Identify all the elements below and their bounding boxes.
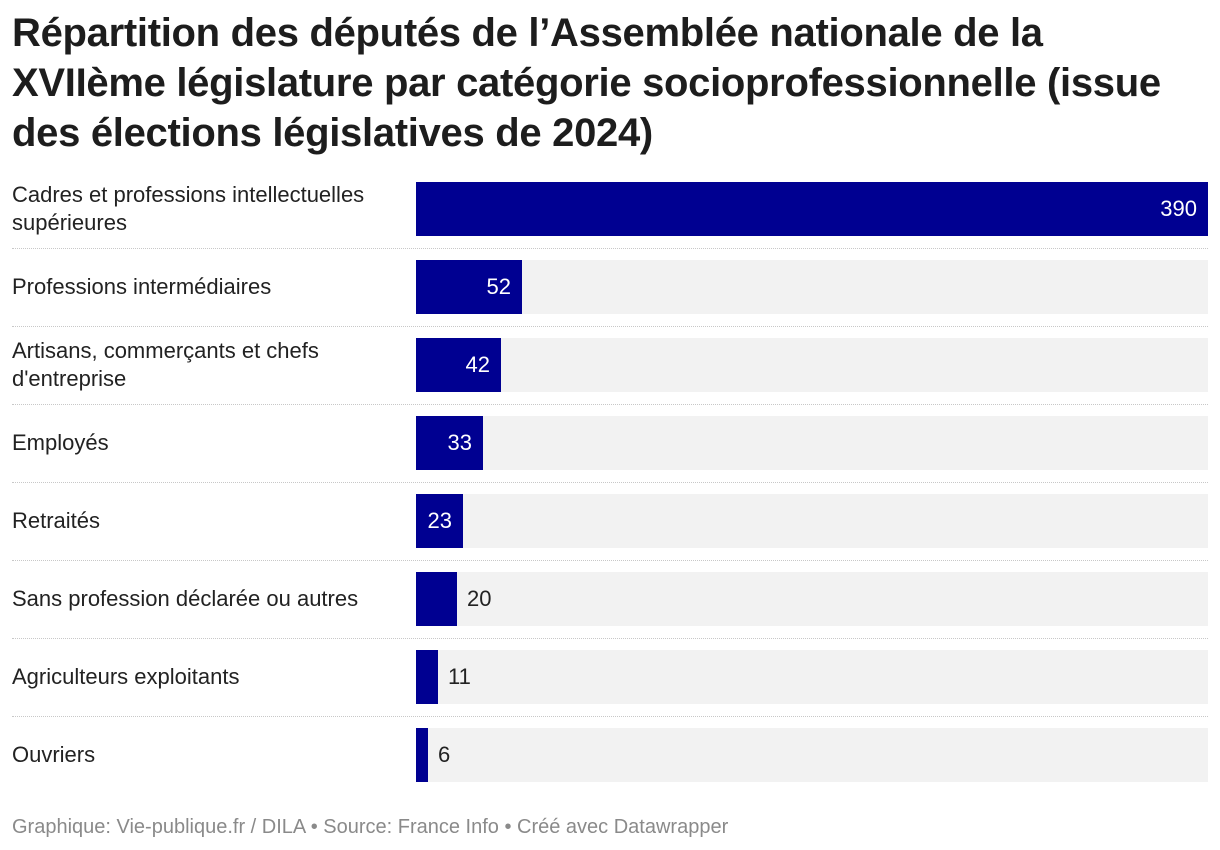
row-divider (12, 326, 1208, 327)
bar-row: Sans profession déclarée ou autres 20 (0, 570, 1220, 648)
bar (416, 416, 483, 470)
bar-row: Artisans, commerçants et chefs d'entrepr… (0, 336, 1220, 414)
bar-track: 390 (416, 182, 1208, 236)
bar-value-label: 20 (467, 586, 492, 611)
bar-track: 33 (416, 416, 1208, 470)
bar (416, 494, 463, 548)
category-label: Employés (12, 430, 109, 455)
category-label: Professions intermédiaires (12, 274, 272, 299)
bar-row: Employés 33 (0, 414, 1220, 492)
category-label: Ouvriers (12, 742, 96, 767)
bar (416, 182, 1208, 236)
category-label: Cadres et professions intellectuelles su… (12, 182, 365, 235)
row-divider (12, 248, 1208, 249)
bar-value-label: 11 (448, 664, 471, 689)
category-label: Artisans, commerçants et chefs d'entrepr… (12, 338, 319, 391)
bar (416, 728, 428, 782)
bar-track: 42 (416, 338, 1208, 392)
chart-title: Répartition des députés de l’Assemblée n… (12, 11, 1161, 155)
bar-row: Ouvriers 6 (0, 726, 1220, 804)
bar (416, 260, 522, 314)
bar-row: Professions intermédiaires 52 (0, 258, 1220, 336)
bar-value-label: 52 (486, 274, 511, 299)
row-divider (12, 404, 1208, 405)
row-divider (12, 638, 1208, 639)
bar (416, 572, 457, 626)
bar-track: 11 (416, 650, 1208, 704)
bar-value-label: 33 (447, 430, 472, 455)
bar-track: 23 (416, 494, 1208, 548)
row-divider (12, 716, 1208, 717)
bar-value-label: 6 (438, 742, 451, 767)
bar-row: Cadres et professions intellectuelles su… (0, 180, 1220, 258)
category-label: Retraités (12, 508, 101, 533)
bar-value-label: 23 (427, 508, 452, 533)
bar-value-label: 390 (1160, 196, 1197, 221)
bar-track: 20 (416, 572, 1208, 626)
row-divider (12, 560, 1208, 561)
bar-row: Retraités 23 (0, 492, 1220, 570)
category-label: Agriculteurs exploitants (12, 664, 240, 689)
category-label: Sans profession déclarée ou autres (12, 586, 359, 611)
bar-track: 52 (416, 260, 1208, 314)
bar-value-label: 42 (465, 352, 490, 377)
bar (416, 338, 501, 392)
bar-row: Agriculteurs exploitants 11 (0, 648, 1220, 726)
bar-track: 6 (416, 728, 1208, 782)
bar (416, 650, 438, 704)
row-divider (12, 482, 1208, 483)
chart-footer: Graphique: Vie-publique.fr / DILA • Sour… (12, 816, 729, 838)
